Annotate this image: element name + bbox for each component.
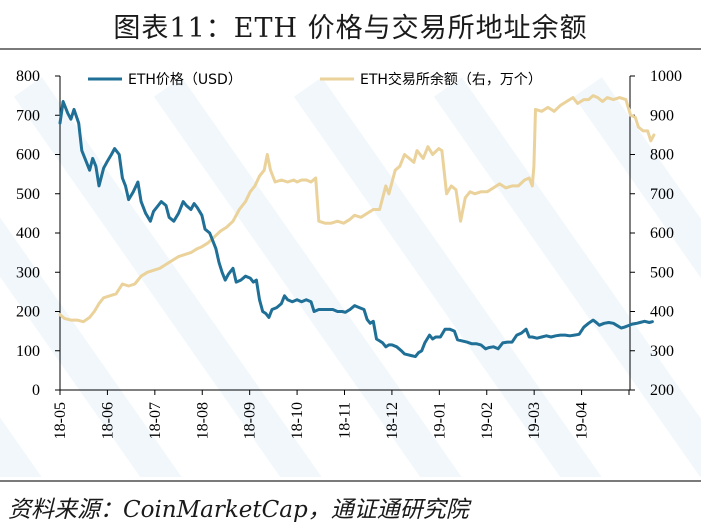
x-tick-label: 18-11 bbox=[337, 402, 354, 439]
y-right-tick-label: 400 bbox=[650, 304, 674, 321]
y-right-tick-label: 700 bbox=[650, 186, 674, 203]
y-right-tick-label: 1000 bbox=[650, 68, 682, 85]
y-left-tick-label: 600 bbox=[16, 147, 40, 164]
chart-series bbox=[58, 94, 656, 359]
x-tick-label: 18-12 bbox=[384, 402, 401, 439]
x-tick-label: 18-08 bbox=[194, 402, 211, 439]
y-right-tick-label: 200 bbox=[650, 382, 674, 399]
watermark-stripe bbox=[293, 77, 621, 477]
y-left-tick-label: 800 bbox=[16, 68, 40, 85]
y-left-tick-label: 700 bbox=[16, 107, 40, 124]
x-tick-label: 18-05 bbox=[52, 402, 69, 439]
title-divider bbox=[0, 48, 701, 50]
footer-divider bbox=[0, 480, 701, 482]
legend-entry: ETH交易所余额（右，万个） bbox=[360, 71, 542, 88]
watermark-stripe bbox=[0, 77, 201, 477]
x-tick-label: 19-02 bbox=[479, 402, 496, 439]
x-tick-label: 18-09 bbox=[242, 402, 259, 439]
x-tick-label: 19-04 bbox=[574, 402, 591, 439]
x-tick-label: 19-01 bbox=[431, 402, 448, 439]
y-left-tick-label: 0 bbox=[32, 382, 40, 399]
y-left-tick-label: 200 bbox=[16, 304, 40, 321]
y-left-tick-label: 300 bbox=[16, 264, 40, 281]
chart-title: 图表11：ETH 价格与交易所地址余额 bbox=[113, 13, 588, 44]
y-right-tick-label: 300 bbox=[650, 343, 674, 360]
source-note: 资料来源：CoinMarketCap，通证通研究院 bbox=[8, 497, 469, 523]
x-tick-label: 19-03 bbox=[526, 402, 543, 439]
watermark bbox=[0, 77, 701, 477]
y-left-tick-label: 400 bbox=[16, 225, 40, 242]
chart-axes: 0 100 200 300 400 500 600 700 800 200 300 400 500 600… bbox=[16, 68, 682, 439]
y-right-tick-label: 800 bbox=[650, 147, 674, 164]
y-right-tick-label: 500 bbox=[650, 264, 674, 281]
series-line-exchange-balance bbox=[58, 94, 656, 324]
watermark-stripe bbox=[13, 77, 341, 477]
legend-entry: ETH价格（USD） bbox=[128, 72, 242, 88]
y-right-tick-label: 600 bbox=[650, 225, 674, 242]
x-tick-label: 18-07 bbox=[147, 402, 164, 439]
x-tick-label: 18-10 bbox=[289, 402, 306, 439]
watermark-stripe bbox=[433, 77, 701, 477]
dual-axis-line-chart: 0 100 200 300 400 500 600 700 800 200 300 400 500 600… bbox=[0, 68, 701, 477]
x-tick-label: 18-06 bbox=[99, 402, 116, 439]
series-line-eth-price bbox=[58, 100, 654, 359]
y-left-tick-label: 100 bbox=[16, 343, 40, 360]
watermark-stripe bbox=[153, 77, 481, 477]
y-right-tick-label: 900 bbox=[650, 107, 674, 124]
chart-legend: ETH价格（USD） ETH交易所余额（右，万个） bbox=[88, 71, 542, 88]
watermark-stripe bbox=[573, 77, 701, 477]
y-left-tick-label: 500 bbox=[16, 186, 40, 203]
